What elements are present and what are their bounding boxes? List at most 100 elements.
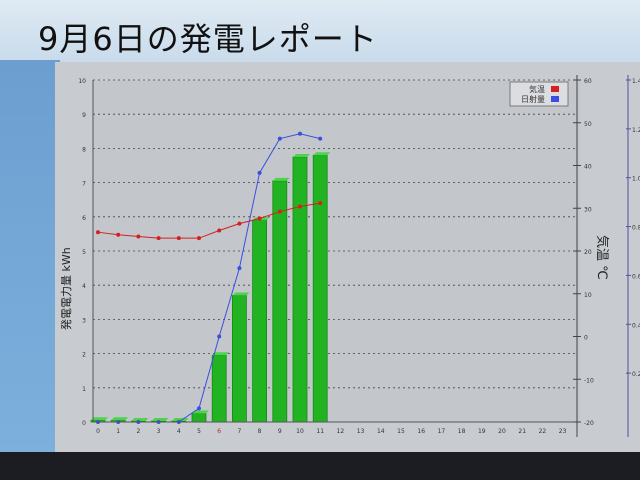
y-tick-label: 5 xyxy=(82,249,86,256)
x-tick-label: 14 xyxy=(377,428,385,435)
y-tick-label: 8 xyxy=(82,146,86,153)
y3-tick-label: 1.0 xyxy=(632,176,640,183)
x-tick-label: 3 xyxy=(157,428,161,435)
y-tick-label: 2 xyxy=(82,352,86,359)
x-tick-label: 1 xyxy=(116,428,120,435)
x-tick-label: 22 xyxy=(539,428,547,435)
legend-swatch-radiation xyxy=(551,96,559,102)
bar xyxy=(312,154,328,423)
bar xyxy=(272,180,288,423)
x-tick-label: 18 xyxy=(458,428,466,435)
temperature-point xyxy=(298,204,302,209)
y2-tick-label: 50 xyxy=(584,121,592,128)
radiation-point xyxy=(298,131,302,136)
temperature-point xyxy=(318,201,323,206)
x-tick-label: 5 xyxy=(197,428,201,435)
y3-tick-label: 1.2 xyxy=(632,127,640,134)
y2-tick-label: -20 xyxy=(584,420,594,427)
y3-tick-label: 0.6 xyxy=(632,273,640,280)
bar xyxy=(211,354,227,423)
bar-top xyxy=(131,417,149,421)
plot-area xyxy=(93,80,580,422)
temperature-point xyxy=(136,234,141,239)
x-tick-label: 6 xyxy=(217,428,221,435)
y-tick-label: 4 xyxy=(82,283,86,290)
bar-top xyxy=(313,152,331,156)
y-axis-label: 発電電力量 kWh xyxy=(59,247,73,330)
bar-top xyxy=(272,177,290,181)
temperature-point xyxy=(257,216,262,221)
bar-top xyxy=(91,417,108,421)
legend-swatch-temperature xyxy=(551,86,559,92)
y3-tick-label: 1.4 xyxy=(632,78,640,85)
y3-tick-label: 0.2 xyxy=(632,371,640,378)
bar-top xyxy=(293,153,310,157)
x-tick-label: 20 xyxy=(498,428,506,435)
y2-tick-label: 30 xyxy=(584,206,592,213)
y2-tick-label: 10 xyxy=(584,292,592,299)
temperature-point xyxy=(176,236,181,241)
bar-top xyxy=(232,292,250,296)
y-tick-label: 0 xyxy=(82,420,86,427)
x-tick-label: 13 xyxy=(357,428,365,435)
background-sky xyxy=(0,60,60,460)
x-tick-label: 7 xyxy=(237,428,241,435)
legend-label-temperature: 気温 xyxy=(529,84,545,94)
temperature-point xyxy=(116,232,121,237)
x-tick-label: 17 xyxy=(438,428,446,435)
bar xyxy=(292,156,308,423)
bar xyxy=(252,219,268,423)
x-tick-label: 19 xyxy=(478,428,486,435)
x-tick-label: 16 xyxy=(417,428,425,435)
temperature-point xyxy=(237,221,242,226)
y2-tick-label: 40 xyxy=(584,164,592,171)
y2-tick-label: -10 xyxy=(584,377,594,384)
temperature-point xyxy=(277,209,282,214)
x-tick-label: 11 xyxy=(316,428,324,435)
y-tick-label: 9 xyxy=(82,112,86,119)
temperature-point xyxy=(197,236,201,241)
temperature-point xyxy=(217,228,222,233)
y-tick-label: 10 xyxy=(78,78,86,85)
radiation-point xyxy=(318,136,323,141)
y-tick-label: 6 xyxy=(82,215,86,222)
x-tick-label: 23 xyxy=(559,428,567,435)
y-tick-label: 1 xyxy=(82,386,86,393)
header-band xyxy=(0,0,640,70)
x-tick-label: 15 xyxy=(397,428,405,435)
x-tick-label: 10 xyxy=(296,428,304,435)
bar-top xyxy=(192,410,209,414)
bar-top xyxy=(111,417,129,421)
bar-top xyxy=(151,417,169,421)
x-tick-label: 4 xyxy=(177,428,181,435)
bar-top xyxy=(171,417,189,421)
x-tick-label: 21 xyxy=(518,428,526,435)
legend: 気温 日射量 xyxy=(509,81,569,107)
temperature-point xyxy=(156,236,161,241)
x-tick-label: 8 xyxy=(258,428,262,435)
radiation-point xyxy=(277,136,282,141)
bar xyxy=(191,413,207,423)
y2-tick-label: 20 xyxy=(584,249,592,256)
y3-tick-label: 0.8 xyxy=(632,225,640,232)
y-tick-label: 3 xyxy=(82,317,86,324)
y2-axis-label: 気温 ℃ xyxy=(594,235,610,280)
x-tick-label: 0 xyxy=(96,428,100,435)
radiation-point xyxy=(197,406,201,411)
radiation-point xyxy=(237,266,242,271)
y2-tick-label: 0 xyxy=(584,335,588,342)
screen-bezel xyxy=(0,452,640,480)
legend-label-radiation: 日射量 xyxy=(521,94,545,104)
x-tick-label: 2 xyxy=(136,428,140,435)
y3-tick-label: 0.4 xyxy=(632,322,640,329)
radiation-point xyxy=(257,170,262,175)
x-tick-label: 9 xyxy=(278,428,282,435)
temperature-line xyxy=(97,202,321,239)
bar xyxy=(231,295,247,423)
y2-tick-label: 60 xyxy=(584,78,592,85)
y-tick-label: 7 xyxy=(82,181,86,188)
x-tick-label: 12 xyxy=(337,428,345,435)
page-title: 9月6日の発電レポート xyxy=(38,20,378,58)
bar-top xyxy=(212,352,230,356)
